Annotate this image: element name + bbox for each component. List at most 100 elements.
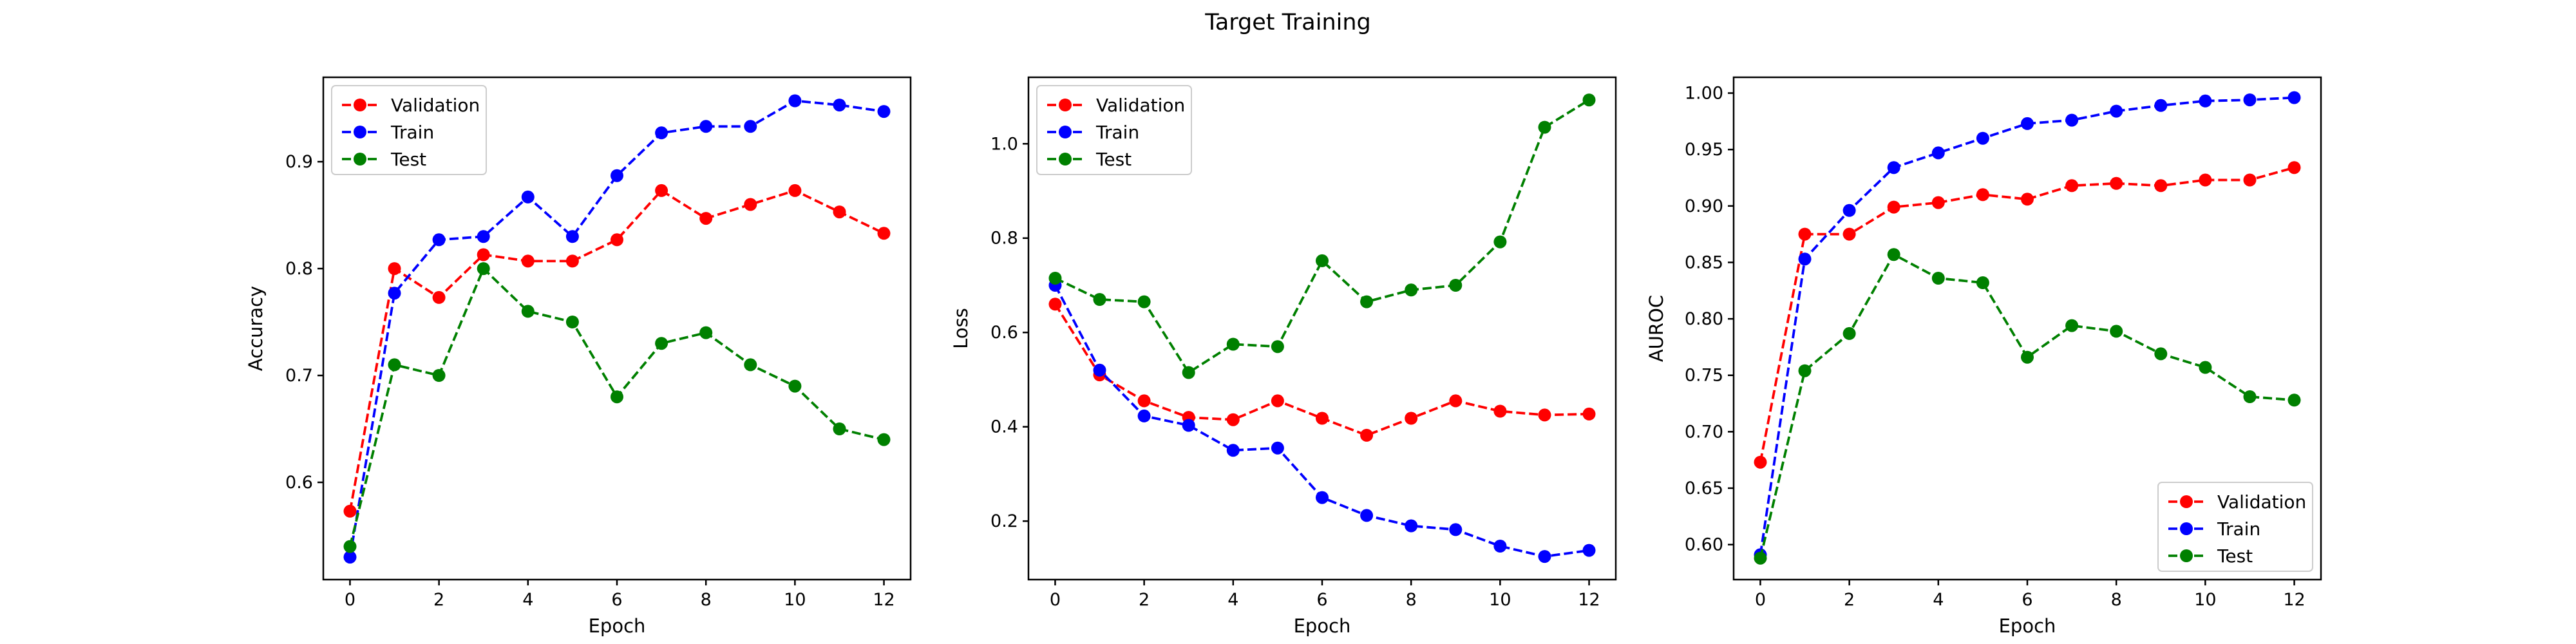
plot3-test-point [2199,361,2212,374]
plot1-validation-point [833,205,846,219]
figure-title: Target Training [1204,10,1371,35]
plot2-train-point [1538,550,1551,564]
plot3-validation-point [2154,179,2168,193]
plot3-legend-train-marker [2180,522,2193,535]
plot3-test-point [2021,350,2034,364]
plot2-train-point [1449,523,1463,536]
plot2-validation-point [1226,413,1240,426]
plot2-x-tick-label: 2 [1139,590,1150,610]
plot1-train-point [877,105,891,118]
plot3-x-tick-label: 4 [1933,590,1944,610]
plot3-validation-point [2243,173,2257,187]
plot2-validation-point [1493,404,1507,418]
plot2-train-point [1405,519,1418,533]
plot1-test-point [477,262,490,276]
plot2-train-point [1093,363,1106,377]
plot1-y-tick-label: 0.8 [285,259,313,279]
plot2-validation-point [1360,428,1374,442]
plot1-x-tick-label: 12 [873,590,895,610]
plot1-legend: Validation Train Test [331,85,487,175]
plot2-legend: Validation Train Test [1036,85,1192,175]
plot2-test-point [1582,93,1596,107]
plot3-test-point [1976,276,1989,289]
plot1-x-tick-label: 6 [611,590,622,610]
plot2-validation-point [1582,407,1596,421]
plot1-validation-point [432,290,446,304]
plot3-train-point [2154,99,2168,112]
plot1-test-point [699,326,713,339]
plot3-test-point [2243,390,2257,403]
plot1-validation-point [388,262,401,276]
plot1-train-point [744,120,757,133]
plot3-validation-point [1887,200,1900,214]
plot1-train-point [565,230,579,243]
plot2-x-tick-label: 6 [1316,590,1327,610]
plot3-x-tick-label: 6 [2022,590,2032,610]
plot1-train-point [788,94,802,108]
plot3-series-test [1754,248,2301,565]
plot3-test-point [1842,327,1856,340]
plot2-test-point [1538,120,1551,134]
plot2-validation-point [1316,412,1329,425]
plot1-y-tick-label: 0.6 [285,473,313,493]
plot3-validation-point [1754,455,1767,469]
plot3-validation-point [1798,227,1812,241]
plot3-test-point [2287,393,2301,407]
plot3-test-point [1754,551,1767,565]
plot2-validation-point [1137,394,1151,408]
plot3-train-point [2243,93,2257,107]
plot2-x-axis-label: Epoch [1294,615,1351,637]
plot2-y-tick-label: 0.8 [990,229,1018,249]
plot1-axes: 0 2 4 6 8 10 12 0.6 0.7 0.8 0.9 Epoch Accuracy Valida… [245,76,912,637]
plot3-validation-point [2065,179,2079,193]
plot2-train-point [1360,509,1374,522]
plot2-validation-point [1405,412,1418,425]
plot1-legend-box [331,85,487,175]
plot3-train-point [2110,104,2123,118]
plot3-test-point [1887,248,1900,261]
plot3-x-tick-label: 12 [2283,590,2305,610]
plot3-legend: Validation Train Test [2157,482,2313,572]
plot2-test-point [1449,279,1463,292]
plot1-validation-point [343,504,357,518]
plot1-y-axis-label: Accuracy [245,286,267,371]
plot1-train-point [388,287,401,300]
plot1-train-point [343,551,357,564]
plot2-legend-train-label: Train [1095,122,1139,143]
plot3-y-tick-label: 0.60 [1685,535,1723,555]
plot2-legend-validation-label: Validation [1096,95,1185,116]
plot1-test-point [611,390,623,404]
plot1-y-tick-label: 0.7 [285,366,313,386]
plot2-legend-test-label: Test [1095,149,1132,170]
plot3-validation-point [1842,227,1856,241]
plot2-x-tick-label: 8 [1406,590,1417,610]
plot1-validation-point [477,248,490,261]
plot3-x-tick-label: 8 [2111,590,2122,610]
plot1-x-tick-label: 8 [701,590,712,610]
plot3-validation-point [2110,176,2123,190]
plot1-train-point [432,233,446,247]
plot2-legend-train-marker [1059,126,1072,138]
plot1-validation-point [521,254,535,268]
plot1-test-point [833,422,846,435]
plot2-validation-point [1538,408,1551,422]
plot3-validation-point [1931,196,1945,209]
plot3-x-axis-label: Epoch [1999,615,2056,637]
plot2-test-point [1405,283,1418,297]
plot1-x-tick-label: 10 [784,590,806,610]
plot3-train-point [2287,91,2301,104]
subplots: 0 2 4 6 8 10 12 0.6 0.7 0.8 0.9 Epoch Accuracy Valida… [245,76,2322,637]
plot1-train-point [833,99,846,112]
plot1-series-validation [343,184,891,518]
plot1-test-point [655,337,668,350]
plot3-test-point [2110,325,2123,338]
plot3-validation-point [1976,188,1989,202]
plot1-legend-train-marker [354,126,366,138]
plot2-x-tick-label: 12 [1578,590,1600,610]
plot3-train-point [1887,161,1900,175]
plot2-train-point [1316,491,1329,504]
plot1-test-point [521,305,535,318]
plot2-test-point [1493,235,1507,249]
plot3-axes: 0 2 4 6 8 10 12 0.60 0.65 0.70 0.75 0.80 0.85 0.90 0.9… [1645,76,2322,637]
